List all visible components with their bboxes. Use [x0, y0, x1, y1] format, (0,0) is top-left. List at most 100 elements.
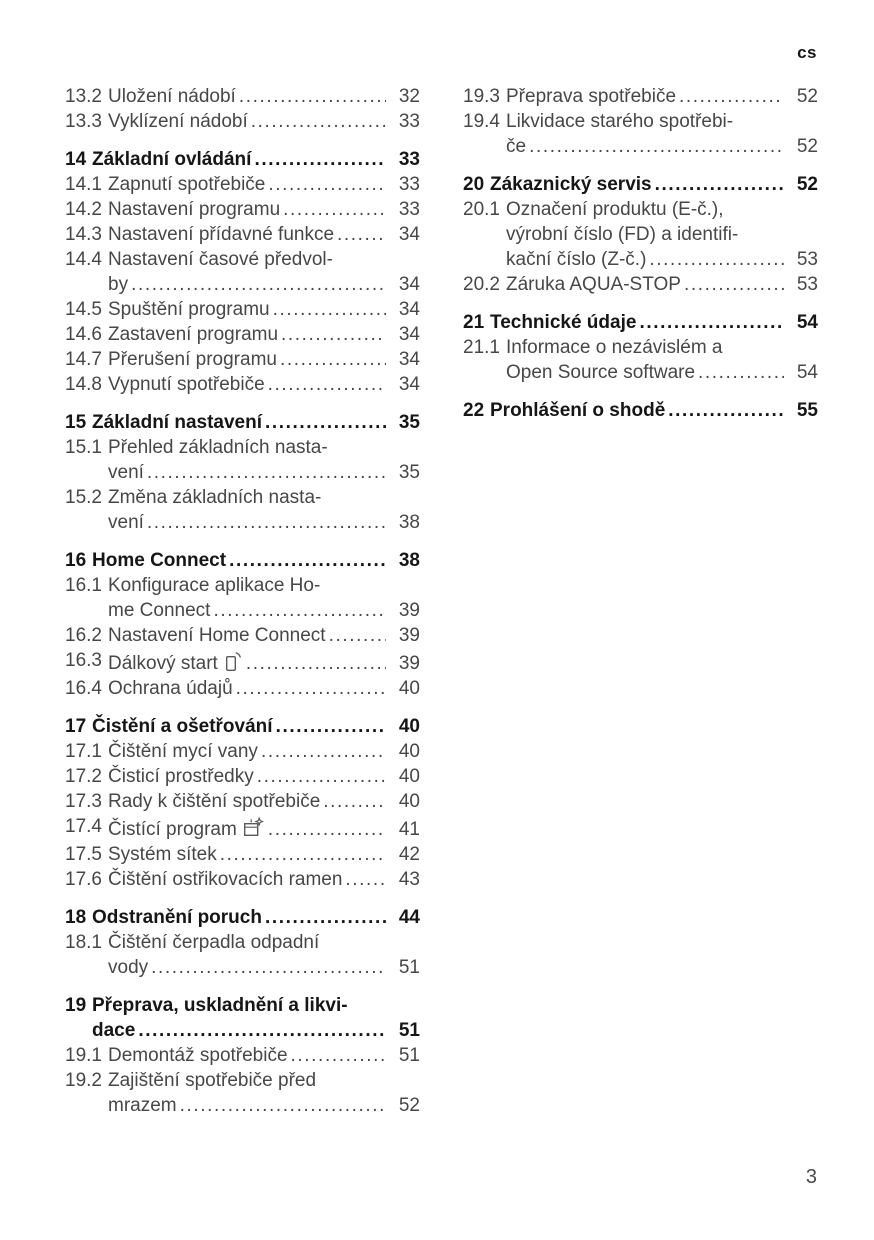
- toc-entry-lastline: Nastavení Home Connect 39: [108, 623, 420, 648]
- toc-entry-number: 19: [65, 995, 87, 1016]
- toc-entry: 20.2 Záruka AQUA-STOP 53: [463, 272, 818, 297]
- leader-dots: [131, 272, 386, 297]
- leader-dots: [649, 247, 784, 272]
- toc-entry-body: Systém sítek 42: [108, 842, 420, 867]
- toc-entry-text: dace: [92, 1020, 136, 1041]
- toc-entry-text: Technické údaje: [490, 312, 637, 333]
- toc-entry-page: 34: [398, 299, 420, 320]
- toc-entry-body: Základní nastavení 35: [92, 410, 420, 435]
- toc-entry-lastline: Přerušení programu 34: [108, 347, 420, 372]
- toc-entry: 16.3 Dálkový start 39: [65, 648, 420, 676]
- toc-entry-text: Čisticí prostředky: [108, 766, 254, 787]
- leader-dots: [268, 817, 386, 842]
- toc-entry-page: 35: [398, 462, 420, 483]
- toc-entry-body: Prohlášení o shodě 55: [490, 398, 818, 423]
- toc-entry-text: vení: [108, 462, 144, 483]
- toc-entry-page: 40: [398, 766, 420, 787]
- toc-entry-lastline: če 52: [506, 134, 818, 159]
- leader-dots: [213, 598, 386, 623]
- toc-entry-body: Vypnutí spotřebiče 34: [108, 372, 420, 397]
- toc-entry-text: Informace o nezávislém a: [506, 337, 723, 358]
- leader-dots: [261, 739, 386, 764]
- toc-entry-text: Vyklízení nádobí: [108, 111, 248, 132]
- toc-entry-lastline: vení 35: [108, 460, 420, 485]
- toc-entry-page: 39: [398, 653, 420, 674]
- toc-entry-number: 16: [65, 550, 87, 571]
- toc-entry-text: by: [108, 274, 129, 295]
- toc-entry-number: 22: [463, 400, 485, 421]
- toc-entry-lastline: dace 51: [92, 1018, 420, 1043]
- toc-entry-number: 14.3: [65, 224, 102, 245]
- toc-entry-text: Open Source software: [506, 362, 696, 383]
- leader-dots: [323, 789, 386, 814]
- leader-dots: [698, 360, 784, 385]
- toc-entry: 14.5 Spuštění programu 34: [65, 297, 420, 322]
- toc-entry-body: Přehled základních nasta-vení 35: [108, 435, 420, 485]
- toc-entry: 14.6 Zastavení programu 34: [65, 322, 420, 347]
- toc-entry-page: 34: [398, 224, 420, 245]
- toc-entry-text: Vypnutí spotřebiče: [108, 374, 265, 395]
- toc-entry-lastline: Čistící program 41: [108, 814, 420, 842]
- toc-entry-body: Uložení nádobí 32: [108, 84, 420, 109]
- toc-entry: 17.3 Rady k čištění spotřebiče 40: [65, 789, 420, 814]
- toc-entry-text: Označení produktu (E-č.),: [506, 199, 724, 220]
- toc-entry-number: 18: [65, 907, 87, 928]
- toc-entry-page: 52: [398, 1095, 420, 1116]
- toc-entry-body: Zákaznický servis 52: [490, 172, 818, 197]
- toc-entry-body: Přerušení programu 34: [108, 347, 420, 372]
- toc-entry-text: Čistící program: [108, 819, 237, 840]
- leader-dots: [668, 398, 784, 423]
- leader-dots: [147, 510, 386, 535]
- toc-entry-page: 38: [398, 512, 420, 533]
- toc-entry-body: Konfigurace aplikace Ho-me Connect 39: [108, 573, 420, 623]
- toc-entry-lastline: mrazem 52: [108, 1093, 420, 1118]
- toc-entry-text: Změna základních nasta-: [108, 487, 322, 508]
- toc-entry-text: Spuštění programu: [108, 299, 270, 320]
- toc-entry-lastline: Systém sítek 42: [108, 842, 420, 867]
- toc-entry-lastline: by 34: [108, 272, 420, 297]
- toc-entry-lastline: Open Source software 54: [506, 360, 818, 385]
- toc-entry: 17.1 Čištění mycí vany 40: [65, 739, 420, 764]
- toc-entry: 19.1 Demontáž spotřebiče 51: [65, 1043, 420, 1068]
- toc-entry-lastline: Odstranění poruch 44: [92, 905, 420, 930]
- toc-entry-number: 14.1: [65, 174, 102, 195]
- toc-entry: 17.5 Systém sítek 42: [65, 842, 420, 867]
- toc-entry-number: 13.3: [65, 111, 102, 132]
- toc-entry-number: 17.2: [65, 766, 102, 787]
- toc-entry-text: Přeprava spotřebiče: [506, 86, 677, 107]
- toc-entry: 19.4 Likvidace starého spotřebi-če 52: [463, 109, 818, 159]
- toc-entry-body: Zajištění spotřebiče před mrazem 52: [108, 1068, 420, 1118]
- toc-entry-page: 34: [398, 324, 420, 345]
- toc-entry-page: 40: [398, 741, 420, 762]
- toc-entry: 21.1 Informace o nezávislém a Open Source …: [463, 335, 818, 385]
- toc-columns: 13.2 Uložení nádobí 32 13.3 Vyklízení nádobí…: [65, 84, 818, 1118]
- toc-entry-lastline: Základní ovládání 33: [92, 147, 420, 172]
- toc-entry-lastline: Nastavení přídavné funkce 34: [108, 222, 420, 247]
- leader-dots: [281, 322, 386, 347]
- toc-entry-text: Ochrana údajů: [108, 678, 233, 699]
- toc-entry-text: Prohlášení o shodě: [490, 400, 666, 421]
- toc-entry-page: 34: [398, 274, 420, 295]
- toc-entry-page: 44: [398, 907, 420, 928]
- toc-entry-lastline: Vyklízení nádobí 33: [108, 109, 420, 134]
- toc-entry-number: 19.2: [65, 1070, 102, 1091]
- leader-dots: [236, 676, 386, 701]
- toc-entry-number: 15.1: [65, 437, 102, 458]
- toc-entry-text: Demontáž spotřebiče: [108, 1045, 288, 1066]
- toc-entry-body: Home Connect 38: [92, 548, 420, 573]
- toc-entry-text: me Connect: [108, 600, 211, 621]
- toc-entry-text: Přeprava, uskladnění a likvi-: [92, 995, 348, 1016]
- toc-entry-lastline: Prohlášení o shodě 55: [490, 398, 818, 423]
- toc-entry-lastline: Čištění ostřikovacích ramen 43: [108, 867, 420, 892]
- toc-entry-lastline: Home Connect 38: [92, 548, 420, 573]
- toc-entry-body: Zastavení programu 34: [108, 322, 420, 347]
- toc-entry: 15.2 Změna základních nasta-vení 38: [65, 485, 420, 535]
- leader-dots: [257, 764, 386, 789]
- leader-dots: [291, 1043, 386, 1068]
- leader-dots: [337, 222, 386, 247]
- toc-entry-text: Základní ovládání: [92, 149, 252, 170]
- toc-entry-body: Odstranění poruch 44: [92, 905, 420, 930]
- toc-entry-lastline: Záruka AQUA-STOP 53: [506, 272, 818, 297]
